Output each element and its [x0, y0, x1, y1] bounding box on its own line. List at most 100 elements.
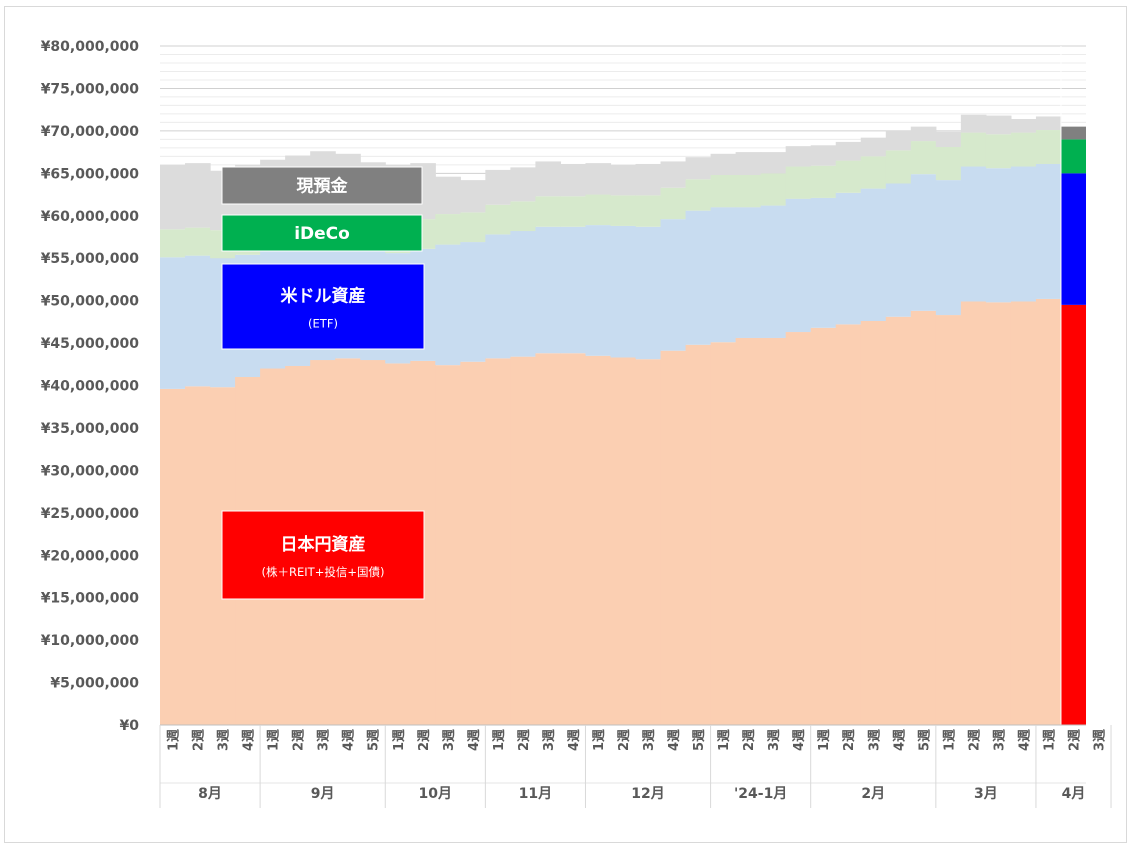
jpy-bar: [560, 353, 587, 725]
legend-item-cash: 現預金: [221, 166, 423, 205]
usd-bar: [160, 257, 186, 389]
jpy-bar: [635, 359, 662, 725]
usd-bar: [585, 225, 612, 356]
ideco-bar: [1010, 132, 1037, 167]
y-tick-label: ¥15,000,000: [41, 591, 140, 607]
week-label: 3週: [767, 729, 782, 751]
ideco-bar: [760, 173, 787, 206]
legend-swatch: [221, 166, 423, 205]
week-label: 3週: [317, 729, 332, 751]
week-label: 4週: [467, 729, 482, 751]
ideco-bar: [885, 150, 912, 184]
week-label: 2週: [292, 729, 307, 751]
y-tick-label: ¥60,000,000: [41, 209, 140, 225]
ideco-bar: [660, 187, 687, 220]
x-axis: 1週 2週 3週 4週 8月 1週 2週 3週 4週 5週 9月 1週 2週 3週 4週 10月 1週 2週 3週 4…: [159, 724, 1112, 808]
jpy-bar: [160, 388, 186, 725]
y-tick-label: ¥50,000,000: [41, 294, 140, 310]
y-axis-ticks: ¥0 ¥5,000,000 ¥10,000,000 ¥15,000,000 ¥20,00…: [41, 39, 140, 734]
month-label: 2月: [861, 786, 885, 802]
week-label: 1週: [592, 729, 607, 751]
week-label: 2週: [842, 729, 857, 751]
usd-bar: [1060, 173, 1086, 305]
jpy-bar: [785, 332, 812, 725]
cash-bar: [735, 152, 762, 176]
usd-bar: [935, 180, 962, 316]
y-tick-label: ¥80,000,000: [41, 39, 140, 55]
cash-bar: [160, 164, 186, 230]
ideco-bar: [785, 166, 812, 199]
week-label: 1週: [1042, 729, 1057, 751]
month-label: 11月: [519, 786, 552, 802]
jpy-bar: [810, 327, 837, 725]
cash-bar: [660, 161, 687, 188]
ideco-bar: [560, 196, 587, 227]
week-label: 1週: [167, 729, 182, 751]
ideco-bar: [835, 160, 862, 193]
jpy-bar: [1035, 298, 1062, 725]
ideco-bar: [510, 201, 537, 232]
month-label: 10月: [419, 786, 452, 802]
cash-bar: [560, 163, 587, 197]
ideco-bar: [485, 204, 511, 235]
jpy-bar: [710, 342, 737, 725]
y-tick-label: ¥45,000,000: [41, 336, 140, 352]
jpy-bar: [435, 365, 461, 725]
usd-bar: [535, 226, 562, 354]
legend-label: 日本円資産: [281, 534, 366, 555]
week-label: 5週: [917, 729, 932, 751]
jpy-bar: [1060, 304, 1086, 725]
legend-swatch: [221, 214, 423, 252]
legend-label: 現預金: [297, 176, 349, 197]
ideco-bar: [960, 132, 987, 167]
cash-bar: [1060, 126, 1086, 140]
week-label: 1週: [267, 729, 282, 751]
week-label: 4週: [892, 729, 907, 751]
usd-bar: [485, 234, 511, 359]
usd-bar: [910, 174, 937, 311]
week-label: 2週: [742, 729, 757, 751]
usd-bar: [610, 225, 637, 358]
jpy-bar: [585, 355, 612, 725]
jpy-bar: [960, 301, 987, 725]
usd-bar: [710, 207, 737, 343]
y-tick-label: ¥75,000,000: [41, 81, 140, 97]
month-label: 9月: [311, 786, 335, 802]
legend-swatch: [221, 510, 425, 600]
cash-bar: [835, 141, 862, 161]
ideco-bar: [185, 227, 211, 256]
ideco-bar: [985, 134, 1012, 169]
jpy-bar: [760, 337, 787, 725]
week-label: 2週: [192, 729, 207, 751]
y-tick-label: ¥5,000,000: [50, 676, 139, 692]
usd-bar: [460, 242, 486, 362]
ideco-bar: [910, 141, 937, 175]
cash-bar: [185, 163, 211, 228]
jpy-bar: [935, 315, 962, 725]
jpy-bar: [835, 324, 862, 725]
week-label: 2週: [617, 729, 632, 751]
ideco-bar: [685, 179, 712, 211]
usd-bar: [835, 192, 862, 325]
cash-bar: [535, 161, 562, 197]
week-label: 3週: [442, 729, 457, 751]
month-label: 3月: [974, 786, 998, 802]
y-tick-label: ¥0: [120, 718, 140, 734]
legend-item-ideco: iDeCo: [221, 214, 423, 252]
ideco-bar: [535, 196, 562, 227]
y-tick-label: ¥40,000,000: [41, 379, 140, 395]
y-tick-label: ¥25,000,000: [41, 506, 140, 522]
ideco-bar: [585, 194, 612, 226]
usd-bar: [960, 166, 987, 302]
cash-bar: [585, 163, 612, 195]
cash-bar: [610, 164, 637, 196]
jpy-bar: [610, 357, 637, 725]
ideco-bar: [860, 156, 887, 189]
legend-label: 米ドル資産: [281, 286, 366, 307]
week-label: 2週: [517, 729, 532, 751]
jpy-bar: [985, 302, 1012, 725]
week-label: 2週: [417, 729, 432, 751]
jpy-bar: [885, 316, 912, 725]
cash-bar: [435, 176, 461, 215]
